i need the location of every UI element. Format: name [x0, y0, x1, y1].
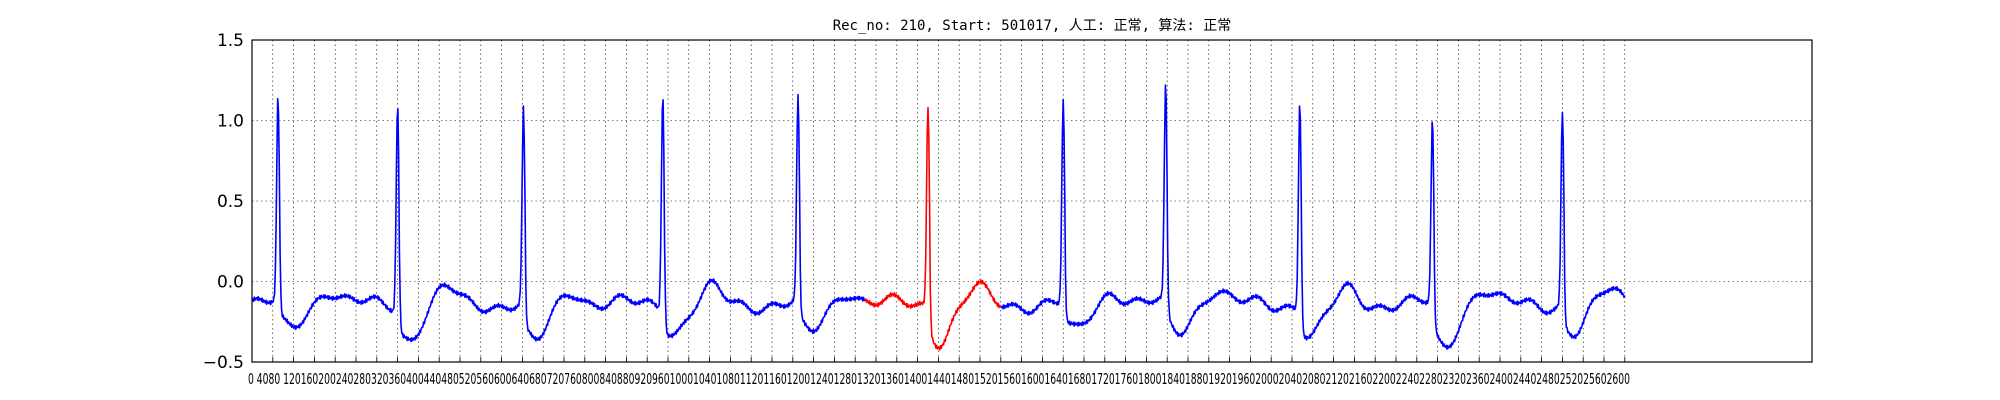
y-tick-label: 1.5 [217, 31, 244, 51]
series-layer [251, 84, 1626, 351]
chart-title: Rec_no: 210, Start: 501017, 人工: 正常, 算法: … [833, 18, 1232, 34]
y-tick-label: 1.0 [217, 112, 244, 132]
x-axis: 0 4080 120160200240280320360400440480520… [248, 370, 1630, 388]
y-tick-label: −0.5 [203, 353, 244, 373]
y-axis: −0.5 0.0 0.5 1.0 1.5 [203, 31, 244, 373]
plot-frame [251, 39, 1813, 363]
y-tick-label: 0.0 [217, 273, 244, 293]
ecg-series-highlight-1 [864, 106, 1002, 351]
x-tick-labels: 0 4080 120160200240280320360400440480520… [248, 370, 1630, 388]
ecg-series-normal-2 [1000, 84, 1626, 350]
ecg-series-normal-0 [251, 93, 866, 343]
y-tick-label: 0.5 [217, 192, 244, 212]
